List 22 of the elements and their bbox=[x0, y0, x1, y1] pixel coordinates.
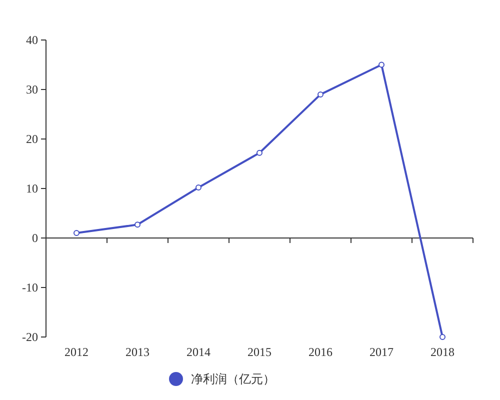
point bbox=[256, 150, 262, 156]
point bbox=[440, 334, 446, 340]
point bbox=[74, 230, 80, 236]
point bbox=[378, 62, 384, 68]
x-tick-label: 2013 bbox=[126, 345, 150, 359]
y-tick-label: 40 bbox=[26, 33, 38, 47]
y-tick-label: 10 bbox=[26, 182, 38, 196]
x-tick-label: 2017 bbox=[370, 345, 394, 359]
y-tick-label: -10 bbox=[22, 280, 38, 294]
point bbox=[134, 222, 140, 228]
x-tick-label: 2015 bbox=[248, 345, 272, 359]
y-tick-label: -20 bbox=[22, 330, 38, 344]
point bbox=[196, 184, 202, 191]
y-tick-label: 20 bbox=[26, 132, 38, 146]
y-tick-label: 30 bbox=[26, 82, 38, 96]
legend-label: 净利润（亿元） bbox=[191, 372, 275, 386]
point bbox=[318, 91, 324, 98]
x-tick-label: 2018 bbox=[430, 345, 454, 359]
x-tick-label: 2016 bbox=[308, 345, 332, 359]
x-tick-label: 2014 bbox=[186, 345, 210, 359]
x-tick-label: 2012 bbox=[64, 345, 88, 359]
y-tick-label: 0 bbox=[32, 231, 38, 245]
